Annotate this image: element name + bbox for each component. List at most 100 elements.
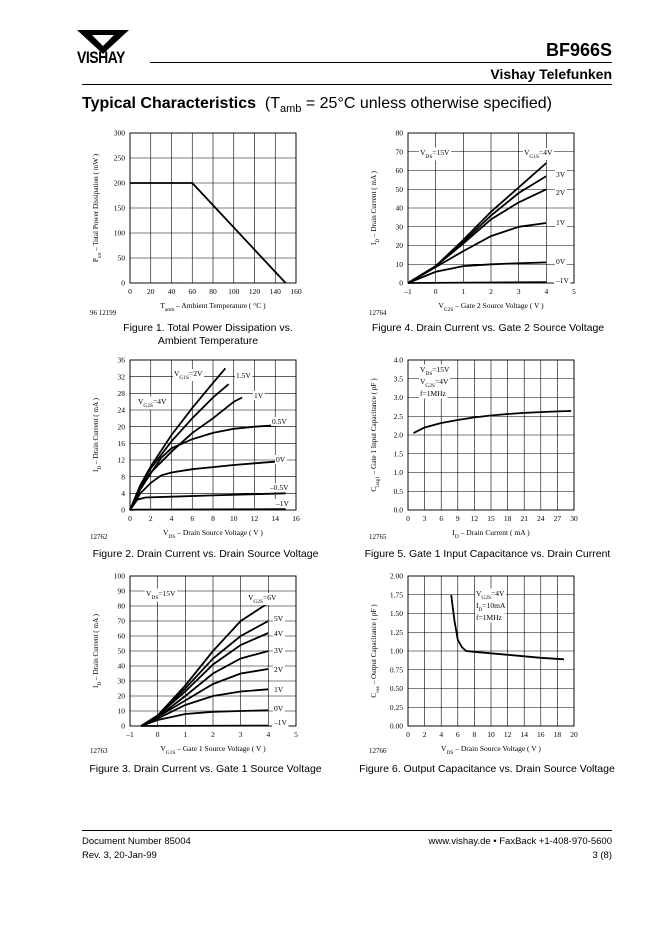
y-tick-label: 0	[121, 279, 125, 288]
x-tick-label: 4	[170, 514, 174, 523]
y-tick-label: 2.00	[390, 572, 403, 581]
x-tick-label: 14	[520, 730, 528, 739]
y-tick-label: 1.0	[394, 468, 404, 477]
plot-frame	[407, 359, 575, 511]
x-tick-label: 10	[230, 514, 238, 523]
annotation: VDS=15V	[420, 148, 450, 160]
label-bg	[253, 391, 265, 400]
label-bg	[273, 629, 285, 638]
y-tick-label: 60	[118, 632, 126, 641]
x-tick-label: 4	[439, 730, 443, 739]
series-line	[130, 182, 287, 284]
y-tick-label: 80	[118, 602, 126, 611]
fig6-plot: 0 2 4 6 8 10 12 14 16 18 20 0.00 0.25 0.50 0.75 1.00 1.2…	[370, 572, 578, 756]
y-tick-label: 50	[118, 647, 126, 656]
x-tick-label: 100	[228, 287, 240, 296]
y-tick-label: 0.00	[390, 722, 403, 731]
x-axis-label: VDS – Drain Source Voltage ( V )	[441, 744, 541, 756]
x-tick-label: 1	[183, 730, 187, 739]
y-tick-label: 16	[118, 439, 126, 448]
y-tick-label: 0.50	[390, 684, 403, 693]
x-axis-label: VDS – Drain Source Voltage ( V )	[163, 528, 263, 540]
annotation-bg	[145, 588, 178, 602]
y-tick-label: 250	[114, 154, 126, 163]
chart-fig6: 0 2 4 6 8 10 12 14 16 18 20 0.00 0.25 0.50 0.75 1.00 1.2…	[370, 572, 578, 756]
y-tick-label: 10	[118, 707, 126, 716]
y-tick-label: 60	[396, 166, 404, 175]
y-tick-label: 1.25	[390, 628, 403, 637]
series-line	[129, 396, 243, 511]
y-tick-label: 100	[114, 572, 126, 581]
series-label: 5V	[274, 614, 284, 623]
y-tick-label: 1.50	[390, 609, 403, 618]
y-axis-label: ID – Drain Current ( mA )	[370, 170, 381, 245]
y-tick-label: 4	[121, 489, 125, 498]
series-label: 2V	[556, 188, 566, 197]
series-line	[129, 508, 286, 511]
annotation-bg	[475, 588, 506, 602]
x-axis-label: VG2S – Gate 2 Source Voltage ( V )	[438, 301, 544, 313]
y-tick-label: 12	[118, 456, 126, 465]
annotation-bg	[419, 147, 452, 161]
y-tick-label: 3.0	[394, 393, 404, 402]
fig1-plot: 0 20 40 60 80 100 120 140 160 0 50 100 150 200 250 300 T…	[92, 129, 302, 313]
part-number: BF966S	[545, 40, 612, 60]
x-tick-label: 4	[544, 287, 548, 296]
caption-fig4: Figure 4. Drain Current vs. Gate 2 Sourc…	[371, 322, 605, 334]
label-bg	[555, 188, 567, 197]
label-bg	[273, 665, 285, 674]
y-tick-label: 80	[396, 129, 404, 138]
annotation-bg	[419, 388, 448, 399]
section-title: Typical Characteristics (Tamb = 25°C unl…	[82, 95, 552, 115]
label-bg	[274, 499, 291, 508]
caption-fig5: Figure 5. Gate 1 Input Capacitance vs. D…	[364, 548, 611, 560]
vishay-logo: VISHAY	[75, 28, 131, 68]
y-axis-label: ID – Drain Current ( mA )	[92, 397, 103, 472]
y-tick-label: 10	[396, 260, 404, 269]
file-number-fig5: 12765	[369, 533, 387, 541]
y-tick-label: 50	[396, 185, 404, 194]
annotation: VG2S=4V	[420, 377, 449, 389]
file-number-fig1: 96 12199	[90, 309, 117, 317]
series-label: –0.5V	[269, 483, 289, 492]
file-number-fig4: 12764	[369, 309, 387, 317]
series-label: 0.5V	[272, 417, 287, 426]
series-label: 0V	[274, 704, 284, 713]
series-label: 3V	[274, 646, 284, 655]
y-tick-label: 20	[118, 692, 126, 701]
x-axis-label: ID – Drain Current ( mA )	[452, 528, 530, 540]
y-axis-label: Ptot – Total Power Dissipation ( mW )	[92, 153, 103, 262]
label-bg	[235, 371, 253, 380]
x-tick-label: 12	[251, 514, 259, 523]
x-tick-label: 20	[570, 730, 578, 739]
series-label: VG1S=2V	[174, 369, 203, 381]
chart-fig1: 0 20 40 60 80 100 120 140 160 0 50 100 150 200 250 300 T…	[92, 129, 302, 313]
x-tick-label: 9	[456, 514, 460, 523]
caption-fig2: Figure 2. Drain Current vs. Drain Source…	[92, 548, 319, 560]
file-number-fig2: 12762	[90, 533, 108, 541]
series-label: 1V	[274, 685, 284, 694]
y-axis-label: Cissg1 – Gate 1 Input Capacitance ( pF )	[370, 378, 381, 492]
y-tick-label: 40	[396, 204, 404, 213]
y-tick-label: 70	[396, 147, 404, 156]
caption-fig6: Figure 6. Output Capacitance vs. Drain S…	[359, 763, 615, 775]
series-line	[129, 492, 286, 511]
series-line	[140, 709, 269, 727]
condition-sub: amb	[280, 103, 302, 116]
series-label: 1V	[254, 391, 264, 400]
doc-number: Document Number 85004	[82, 836, 191, 847]
series-label: 2V	[274, 665, 284, 674]
plot-frame	[129, 132, 297, 284]
x-tick-label: 16	[537, 730, 545, 739]
series-label: 3V	[556, 170, 566, 179]
header-rule-top	[150, 62, 612, 63]
annotation-bg	[419, 376, 450, 390]
y-tick-label: 30	[118, 677, 126, 686]
caption-fig3: Figure 3. Drain Current vs. Gate 1 Sourc…	[89, 763, 322, 775]
series-label: –1V	[555, 276, 570, 285]
y-tick-label: 20	[118, 422, 126, 431]
